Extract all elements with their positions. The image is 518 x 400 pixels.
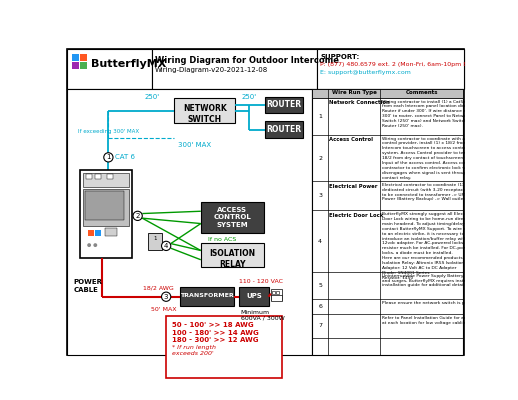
Text: 6: 6 bbox=[318, 304, 322, 309]
Text: 2: 2 bbox=[136, 213, 140, 219]
Text: 3: 3 bbox=[318, 193, 322, 198]
Text: If exceeding 300' MAX: If exceeding 300' MAX bbox=[78, 129, 139, 134]
Text: E: support@butterflymx.com: E: support@butterflymx.com bbox=[320, 70, 411, 75]
Text: Electrical Power: Electrical Power bbox=[329, 184, 378, 188]
Text: ButterflyMX: ButterflyMX bbox=[91, 59, 166, 69]
Circle shape bbox=[93, 243, 97, 247]
Text: Network Connection: Network Connection bbox=[329, 100, 390, 105]
Text: Uninterruptible Power Supply Battery Backup. To prevent voltage drops
and surges: Uninterruptible Power Supply Battery Bac… bbox=[382, 274, 518, 288]
Bar bbox=[149, 233, 162, 250]
Text: 300' MAX: 300' MAX bbox=[178, 142, 211, 148]
Text: Wiring contractor to install (1) a Cat5e/Cat6
from each Intercom panel location : Wiring contractor to install (1) a Cat5e… bbox=[382, 100, 481, 128]
Bar bbox=[180, 288, 234, 306]
Circle shape bbox=[162, 241, 171, 250]
Bar bbox=[83, 189, 129, 226]
Text: 50' MAX: 50' MAX bbox=[151, 308, 176, 312]
Text: * If run length
exceeds 200'
consider using
a junction box: * If run length exceeds 200' consider us… bbox=[172, 345, 218, 369]
Bar bbox=[86, 174, 92, 179]
Bar bbox=[67, 89, 312, 355]
Text: If no ACS: If no ACS bbox=[208, 237, 237, 242]
Text: CAT 6: CAT 6 bbox=[114, 154, 135, 160]
Bar bbox=[239, 288, 268, 306]
Text: 1: 1 bbox=[318, 114, 322, 119]
Text: Wire Run Type: Wire Run Type bbox=[332, 90, 377, 95]
Text: ROUTER: ROUTER bbox=[266, 125, 301, 134]
Bar bbox=[67, 49, 464, 89]
Bar bbox=[174, 98, 236, 124]
Bar bbox=[88, 230, 94, 236]
Bar bbox=[312, 89, 464, 355]
Bar bbox=[80, 170, 132, 258]
Text: 110 - 120 VAC: 110 - 120 VAC bbox=[239, 279, 283, 284]
Bar bbox=[265, 121, 303, 138]
Text: Wiring Diagram for Outdoor Intercome: Wiring Diagram for Outdoor Intercome bbox=[154, 56, 339, 65]
Bar bbox=[67, 49, 151, 89]
Bar bbox=[80, 62, 87, 69]
Bar bbox=[107, 174, 113, 179]
Text: NETWORK
SWITCH: NETWORK SWITCH bbox=[183, 104, 226, 124]
Text: Please ensure the network switch is properly grounded.: Please ensure the network switch is prop… bbox=[382, 300, 503, 304]
Bar bbox=[317, 49, 464, 89]
Text: P: (877) 480.6579 ext. 2 (Mon-Fri, 6am-10pm EST): P: (877) 480.6579 ext. 2 (Mon-Fri, 6am-1… bbox=[320, 62, 478, 67]
Text: TRANSFORMER: TRANSFORMER bbox=[180, 293, 234, 298]
Bar bbox=[95, 174, 102, 179]
Bar bbox=[265, 96, 303, 114]
Text: 4: 4 bbox=[164, 243, 168, 249]
Circle shape bbox=[104, 153, 113, 162]
Text: ACCESS
CONTROL
SYSTEM: ACCESS CONTROL SYSTEM bbox=[213, 207, 251, 228]
Text: ISOLATION
RELAY: ISOLATION RELAY bbox=[209, 249, 255, 269]
Bar bbox=[272, 291, 276, 294]
Circle shape bbox=[133, 211, 142, 220]
Bar bbox=[80, 54, 87, 61]
Bar bbox=[85, 191, 124, 220]
Bar bbox=[105, 228, 117, 236]
Bar bbox=[94, 230, 100, 236]
Text: ROUTER: ROUTER bbox=[266, 100, 301, 109]
Bar bbox=[72, 54, 79, 61]
Text: Access Control: Access Control bbox=[329, 137, 373, 142]
Text: 50 - 100' >> 18 AWG
100 - 180' >> 14 AWG
180 - 300' >> 12 AWG: 50 - 100' >> 18 AWG 100 - 180' >> 14 AWG… bbox=[172, 322, 259, 343]
Text: SUPPORT:: SUPPORT: bbox=[320, 54, 359, 60]
Circle shape bbox=[162, 292, 171, 301]
Text: 1: 1 bbox=[106, 154, 111, 160]
Text: 4: 4 bbox=[318, 239, 322, 244]
Text: 2: 2 bbox=[318, 156, 322, 161]
Bar bbox=[166, 316, 282, 378]
Circle shape bbox=[87, 243, 91, 247]
Bar bbox=[83, 173, 129, 186]
Text: Refer to Panel Installation Guide for additional details. Leave 6' service loop
: Refer to Panel Installation Guide for ad… bbox=[382, 316, 518, 325]
Text: Wiring contractor to coordinate with access
control provider, install (1) x 18/2: Wiring contractor to coordinate with acc… bbox=[382, 136, 480, 180]
Bar bbox=[151, 49, 317, 89]
Text: ButterflyMX strongly suggest all Electrical
Door Lock wiring to be home-run dire: ButterflyMX strongly suggest all Electri… bbox=[382, 212, 480, 280]
Text: Electrical contractor to coordinate (1)
dedicated circuit (with 3-20 receptacle): Electrical contractor to coordinate (1) … bbox=[382, 183, 483, 202]
Bar bbox=[271, 295, 282, 301]
Text: POWER
CABLE: POWER CABLE bbox=[74, 279, 103, 292]
Text: 18/2 AWG: 18/2 AWG bbox=[143, 285, 174, 290]
Text: 3: 3 bbox=[164, 294, 168, 300]
Text: 1: 1 bbox=[154, 236, 157, 241]
Bar bbox=[201, 243, 264, 268]
Bar bbox=[201, 202, 264, 233]
Text: Comments: Comments bbox=[406, 90, 438, 95]
Bar bbox=[276, 291, 279, 294]
Text: Minimum
600VA / 300W: Minimum 600VA / 300W bbox=[241, 310, 284, 321]
Text: 7: 7 bbox=[318, 324, 322, 328]
Text: Wiring-Diagram-v20-2021-12-08: Wiring-Diagram-v20-2021-12-08 bbox=[154, 67, 268, 73]
Text: UPS: UPS bbox=[246, 293, 262, 299]
Bar bbox=[271, 289, 282, 300]
Text: Electric Door Lock: Electric Door Lock bbox=[329, 213, 384, 218]
Text: 250': 250' bbox=[241, 94, 257, 100]
Bar bbox=[72, 62, 79, 69]
Text: 5: 5 bbox=[318, 283, 322, 288]
Bar bbox=[312, 89, 464, 98]
Text: 250': 250' bbox=[145, 94, 160, 100]
